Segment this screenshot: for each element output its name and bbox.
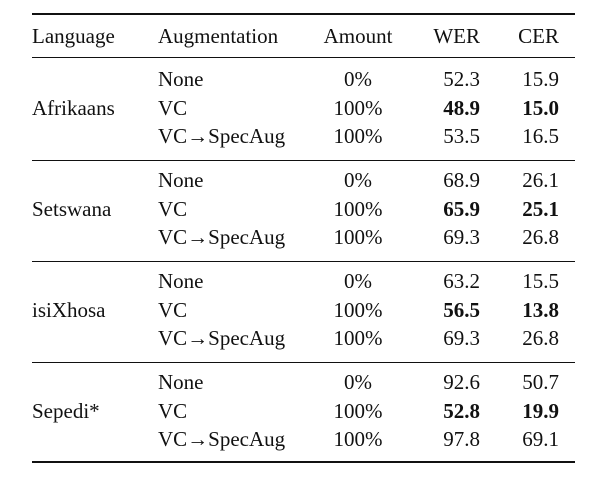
- amount-cell: 0%: [344, 370, 372, 394]
- group-language: Afrikaans: [32, 95, 115, 120]
- wer-cell: 97.8: [443, 427, 480, 451]
- cer-cell: 19.9: [522, 398, 559, 423]
- wer-cell: 65.9: [443, 196, 480, 221]
- header-language: Language: [32, 24, 115, 48]
- augmentation-cell: VC: [158, 398, 188, 423]
- amount-cell: 100%: [333, 427, 383, 451]
- amount-cell: 100%: [333, 95, 383, 120]
- cer-cell: 15.9: [522, 67, 559, 91]
- wer-cell: 48.9: [443, 95, 480, 120]
- amount-cell: 0%: [344, 269, 372, 293]
- group-language: isiXhosa: [32, 297, 106, 322]
- cer-cell: 15.0: [522, 95, 559, 120]
- header-augmentation: Augmentation: [158, 24, 279, 48]
- cer-cell: 16.5: [522, 124, 559, 148]
- header-wer: WER: [433, 24, 480, 48]
- group-separator: [32, 160, 575, 161]
- augmentation-cell: None: [158, 168, 204, 192]
- group-separator: [32, 362, 575, 363]
- wer-cell: 52.3: [443, 67, 480, 91]
- cer-cell: 26.8: [522, 326, 559, 350]
- cer-cell: 26.1: [522, 168, 559, 192]
- augmentation-cell: None: [158, 370, 204, 394]
- cer-cell: 69.1: [522, 427, 559, 451]
- wer-cell: 56.5: [443, 297, 480, 322]
- augmentation-cell: None: [158, 269, 204, 293]
- wer-cell: 69.3: [443, 326, 480, 350]
- header-cer: CER: [518, 24, 559, 48]
- top-rule: [32, 13, 575, 15]
- amount-cell: 100%: [333, 398, 383, 423]
- cer-cell: 15.5: [522, 269, 559, 293]
- wer-cell: 52.8: [443, 398, 480, 423]
- header-amount: Amount: [323, 24, 393, 48]
- cer-cell: 13.8: [522, 297, 559, 322]
- augmentation-cell: None: [158, 67, 204, 91]
- amount-cell: 100%: [333, 124, 383, 148]
- wer-cell: 69.3: [443, 225, 480, 249]
- cer-cell: 26.8: [522, 225, 559, 249]
- group-separator: [32, 261, 575, 262]
- amount-cell: 100%: [333, 326, 383, 350]
- augmentation-cell: VC: [158, 95, 188, 120]
- cer-cell: 25.1: [522, 196, 559, 221]
- augmentation-cell: VC→SpecAug: [158, 225, 286, 249]
- amount-cell: 100%: [333, 196, 383, 221]
- wer-cell: 68.9: [443, 168, 480, 192]
- wer-cell: 92.6: [443, 370, 480, 394]
- augmentation-cell: VC→SpecAug: [158, 427, 286, 451]
- amount-cell: 0%: [344, 67, 372, 91]
- group-language: Sepedi*: [32, 398, 100, 423]
- augmentation-cell: VC→SpecAug: [158, 124, 286, 148]
- wer-cell: 53.5: [443, 124, 480, 148]
- amount-cell: 100%: [333, 297, 383, 322]
- header-rule: [32, 57, 575, 58]
- augmentation-cell: VC: [158, 196, 188, 221]
- amount-cell: 0%: [344, 168, 372, 192]
- cer-cell: 50.7: [522, 370, 559, 394]
- augmentation-cell: VC: [158, 297, 188, 322]
- wer-cell: 63.2: [443, 269, 480, 293]
- bottom-rule: [32, 461, 575, 463]
- amount-cell: 100%: [333, 225, 383, 249]
- group-language: Setswana: [32, 196, 112, 221]
- augmentation-cell: VC→SpecAug: [158, 326, 286, 350]
